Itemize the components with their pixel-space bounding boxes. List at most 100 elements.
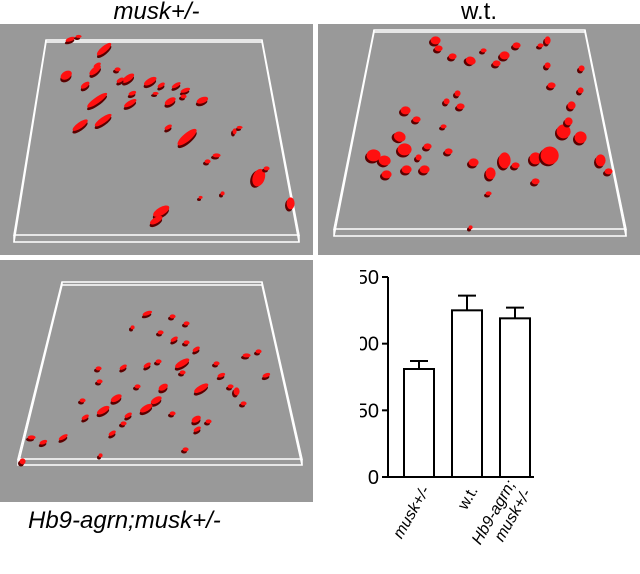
achr-cluster [96, 42, 112, 59]
achr-cluster [143, 76, 157, 89]
achr-cluster [498, 51, 510, 62]
achr-cluster [538, 146, 559, 167]
achr-cluster [94, 113, 112, 130]
achr-cluster [391, 131, 406, 144]
achr-cluster [156, 330, 164, 337]
achr-cluster [530, 178, 540, 187]
achr-cluster [193, 383, 209, 396]
achr-cluster [182, 340, 190, 347]
achr-cluster [399, 106, 411, 117]
achr-cluster [72, 119, 88, 134]
achr-cluster [261, 372, 271, 381]
achr-cluster [119, 421, 127, 428]
achr-cluster [219, 191, 225, 198]
achr-cluster [195, 96, 209, 107]
achr-cluster [164, 124, 172, 133]
achr-cluster [78, 398, 86, 405]
achr-cluster [191, 415, 201, 426]
achr-cluster [179, 94, 187, 101]
achr-cluster [262, 166, 270, 173]
achr-cluster [453, 90, 461, 99]
achr-cluster [197, 195, 203, 201]
achr-cluster [149, 215, 163, 228]
achr-cluster [151, 91, 159, 97]
panel-title-hb9-agrn-musk-het: Hb9-agrn;musk+/- [28, 507, 221, 534]
achr-cluster [81, 414, 89, 423]
achr-cluster [143, 362, 151, 371]
achr-cluster [178, 370, 186, 377]
achr-cluster [226, 384, 234, 391]
achr-cluster [376, 155, 391, 168]
achr-cluster [577, 65, 585, 74]
achr-cluster [528, 152, 542, 167]
achr-cluster [365, 149, 381, 164]
error-bar [410, 360, 428, 369]
achr-cluster [60, 70, 72, 83]
achr-cluster [429, 36, 441, 47]
achr-cluster [232, 387, 240, 398]
achr-cluster [139, 403, 153, 416]
achr-cluster [396, 143, 412, 158]
achr-cluster [141, 310, 153, 319]
achr-cluster [511, 42, 521, 51]
achr-cluster [168, 314, 176, 321]
achr-cluster [212, 361, 220, 368]
achr-cluster [491, 60, 501, 69]
achr-cluster [58, 434, 68, 443]
achr-cluster [250, 168, 266, 188]
achr-cluster [447, 53, 457, 62]
achr-cluster [455, 103, 465, 112]
achr-cluster [563, 117, 573, 128]
x-tick-label: Hb9-agrn;musk+/- [469, 478, 535, 557]
achr-cluster [170, 336, 178, 345]
achr-cluster [442, 98, 450, 107]
achr-cluster [122, 73, 135, 86]
achr-clusters [365, 36, 613, 232]
achr-cluster [467, 225, 473, 232]
achr-cluster [97, 453, 103, 460]
bar [451, 309, 483, 479]
achr-cluster [158, 383, 168, 394]
achr-cluster [439, 124, 447, 131]
achr-cluster [543, 36, 551, 47]
achr-cluster [463, 56, 476, 67]
achr-cluster [467, 158, 479, 169]
achr-cluster [179, 87, 191, 96]
achr-cluster [433, 45, 443, 54]
achr-cluster [254, 349, 262, 356]
achr-cluster [576, 87, 584, 96]
bar [499, 317, 531, 479]
bar [403, 368, 435, 478]
achr-cluster [193, 426, 201, 435]
achr-cluster [418, 165, 430, 176]
achr-cluster [129, 325, 135, 332]
achr-cluster [127, 90, 137, 99]
achr-cluster [543, 62, 551, 71]
panel-title-musk-het: musk+/- [113, 0, 200, 25]
achr-cluster [285, 197, 295, 212]
achr-cluster [192, 346, 200, 355]
achr-cluster [211, 153, 221, 160]
achr-cluster [216, 372, 226, 381]
achr-cluster [74, 34, 82, 40]
achr-cluster [241, 353, 251, 360]
achr-cluster [510, 162, 520, 171]
achr-cluster [594, 154, 606, 169]
achr-cluster [89, 65, 101, 78]
achr-cluster [18, 458, 26, 467]
achr-cluster [400, 165, 412, 176]
achr-cluster [110, 394, 122, 405]
micrograph-musk-het [0, 24, 313, 255]
achr-cluster [64, 36, 76, 45]
achr-cluster [443, 148, 453, 157]
achr-cluster [484, 167, 496, 182]
achr-cluster [154, 359, 162, 366]
achr-cluster [411, 116, 421, 125]
achr-cluster [239, 401, 247, 408]
achr-cluster [203, 159, 211, 166]
achr-clusters [18, 310, 271, 467]
achr-cluster [38, 439, 48, 448]
achr-cluster [566, 101, 576, 112]
achr-cluster [157, 82, 165, 91]
achr-cluster [603, 168, 613, 177]
